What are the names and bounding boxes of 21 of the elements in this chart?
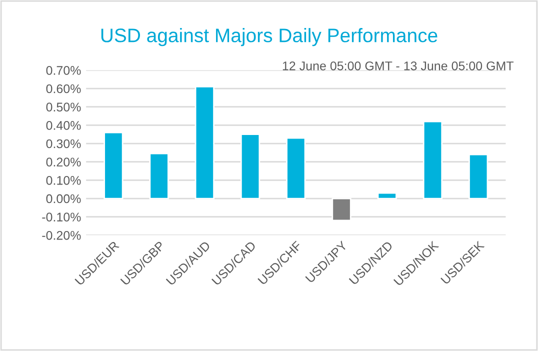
bar xyxy=(377,192,397,200)
y-tick-label: 0.60% xyxy=(46,84,81,94)
y-tick-label: 0.70% xyxy=(46,66,81,75)
y-tick-label: 0.00% xyxy=(46,194,81,204)
y-tick-label: 0.20% xyxy=(46,158,81,166)
y-tick-label: -0.10% xyxy=(42,212,81,222)
y-tick-label: -0.20% xyxy=(42,230,81,240)
bar xyxy=(286,137,306,200)
bar xyxy=(104,132,124,200)
bar xyxy=(240,134,260,200)
bar xyxy=(468,154,488,200)
y-tick-label: 0.10% xyxy=(46,176,81,185)
y-tick-label: 0.30% xyxy=(46,139,81,148)
bar xyxy=(332,198,352,222)
y-tick-label: 0.40% xyxy=(46,120,81,130)
bar xyxy=(149,152,169,200)
y-tick-label: 0.50% xyxy=(46,102,81,112)
chart-subtitle: 12 June 05:00 GMT - 13 June 05:00 GMT xyxy=(282,61,514,70)
bar xyxy=(422,120,443,200)
bar xyxy=(194,86,214,200)
chart-title: USD against Majors Daily Performance xyxy=(101,28,438,46)
